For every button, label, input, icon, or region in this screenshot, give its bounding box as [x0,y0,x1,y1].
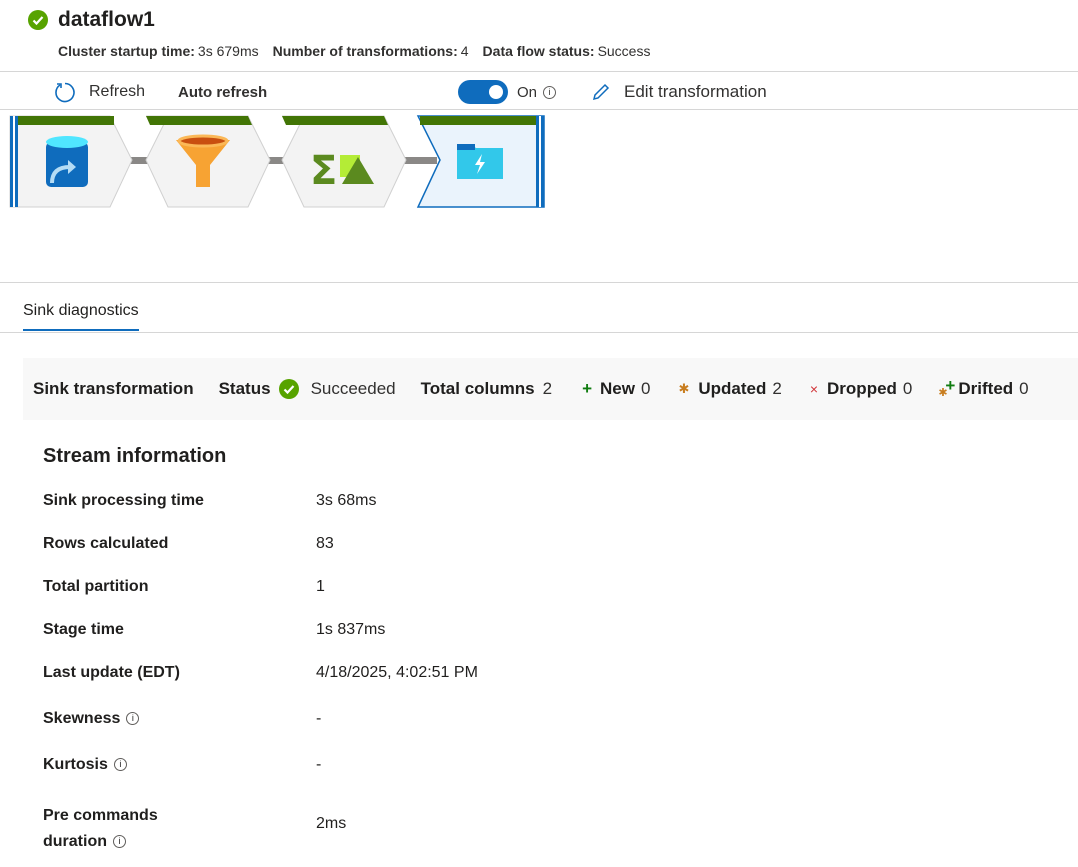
info-icon[interactable]: i [126,712,140,725]
source-database-icon [46,136,88,187]
toggle-switch[interactable] [458,80,508,104]
sink-summary-bar: Sink transformation Status Succeeded Tot… [23,358,1078,420]
filter-funnel-icon [176,134,230,187]
page-title: dataflow1 [58,8,155,31]
auto-refresh-toggle[interactable]: On i [458,78,557,106]
refresh-button[interactable]: Refresh [54,78,145,106]
connector [261,157,301,164]
updated-asterisk-icon: ✱ [678,381,690,396]
edit-transformation-button[interactable]: Edit transformation [591,78,767,106]
stat-startup: Cluster startup time: 3s 679ms [58,43,259,59]
new-plus-icon: + [582,379,593,398]
aggregate-icon: Σ [310,148,374,194]
pencil-icon [592,83,610,101]
node-source[interactable] [9,115,133,208]
refresh-icon [55,82,75,103]
drifted-icon: ✱ + [938,376,956,399]
node-sink[interactable] [416,115,545,208]
info-icon[interactable]: i [113,835,126,848]
svg-text:Σ: Σ [310,148,337,194]
connector [125,157,165,164]
pipeline-graph: Σ [9,115,545,208]
info-icon[interactable]: i [113,758,127,771]
connector [397,157,437,164]
stat-status: Data flow status: Success [482,43,651,59]
stat-transformations: Number of transformations: 4 [272,43,469,59]
tab-sink-diagnostics[interactable]: Sink diagnostics [23,302,139,331]
run-stats: Cluster startup time: 3s 679ms Number of … [58,43,650,59]
node-filter[interactable] [145,115,271,208]
stream-info-heading: Stream information [43,445,227,467]
success-check-icon [28,10,48,30]
sink-folder-icon [457,144,503,179]
success-check-icon [278,379,299,399]
auto-refresh-label: Auto refresh [178,83,268,101]
sink-transformation-label: Sink transformation [33,379,194,398]
info-icon[interactable]: i [543,85,557,99]
dropped-x-icon: × [809,381,819,397]
page-header: dataflow1 [28,8,155,32]
status-value: Succeeded [310,379,396,398]
node-aggregate[interactable]: Σ [281,115,407,208]
